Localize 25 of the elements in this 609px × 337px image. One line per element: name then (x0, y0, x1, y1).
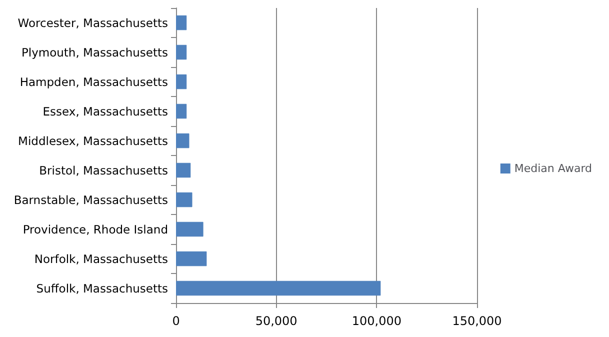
y-tick-label: Suffolk, Massachusetts (36, 281, 168, 296)
y-tick-label: Norfolk, Massachusetts (34, 252, 168, 266)
y-tick-label: Bristol, Massachusetts (39, 163, 168, 178)
bar (176, 162, 191, 178)
bar (176, 251, 207, 266)
x-tick-label: 50,000 (255, 314, 298, 328)
x-tick-label: 0 (172, 314, 180, 328)
bar (176, 15, 187, 30)
x-tick-label: 150,000 (452, 314, 502, 328)
y-tick-label: Barnstable, Massachusetts (14, 192, 168, 207)
bar (176, 74, 187, 90)
legend-label: Median Award (514, 162, 592, 175)
y-tick-label: Plymouth, Massachusetts (21, 45, 168, 60)
y-tick-label: Providence, Rhode Island (22, 222, 168, 236)
bar (176, 222, 204, 237)
y-tick-label: Middlesex, Massachusetts (18, 134, 168, 148)
bar (176, 104, 187, 119)
bar (176, 192, 192, 208)
bar (176, 44, 187, 60)
y-tick-label: Essex, Massachusetts (42, 104, 168, 118)
y-tick-label: Worcester, Massachusetts (18, 16, 168, 30)
x-tick-label: 100,000 (352, 314, 402, 328)
bar (176, 280, 381, 296)
y-tick-label: Hampden, Massachusetts (20, 74, 168, 89)
bar (176, 133, 190, 148)
